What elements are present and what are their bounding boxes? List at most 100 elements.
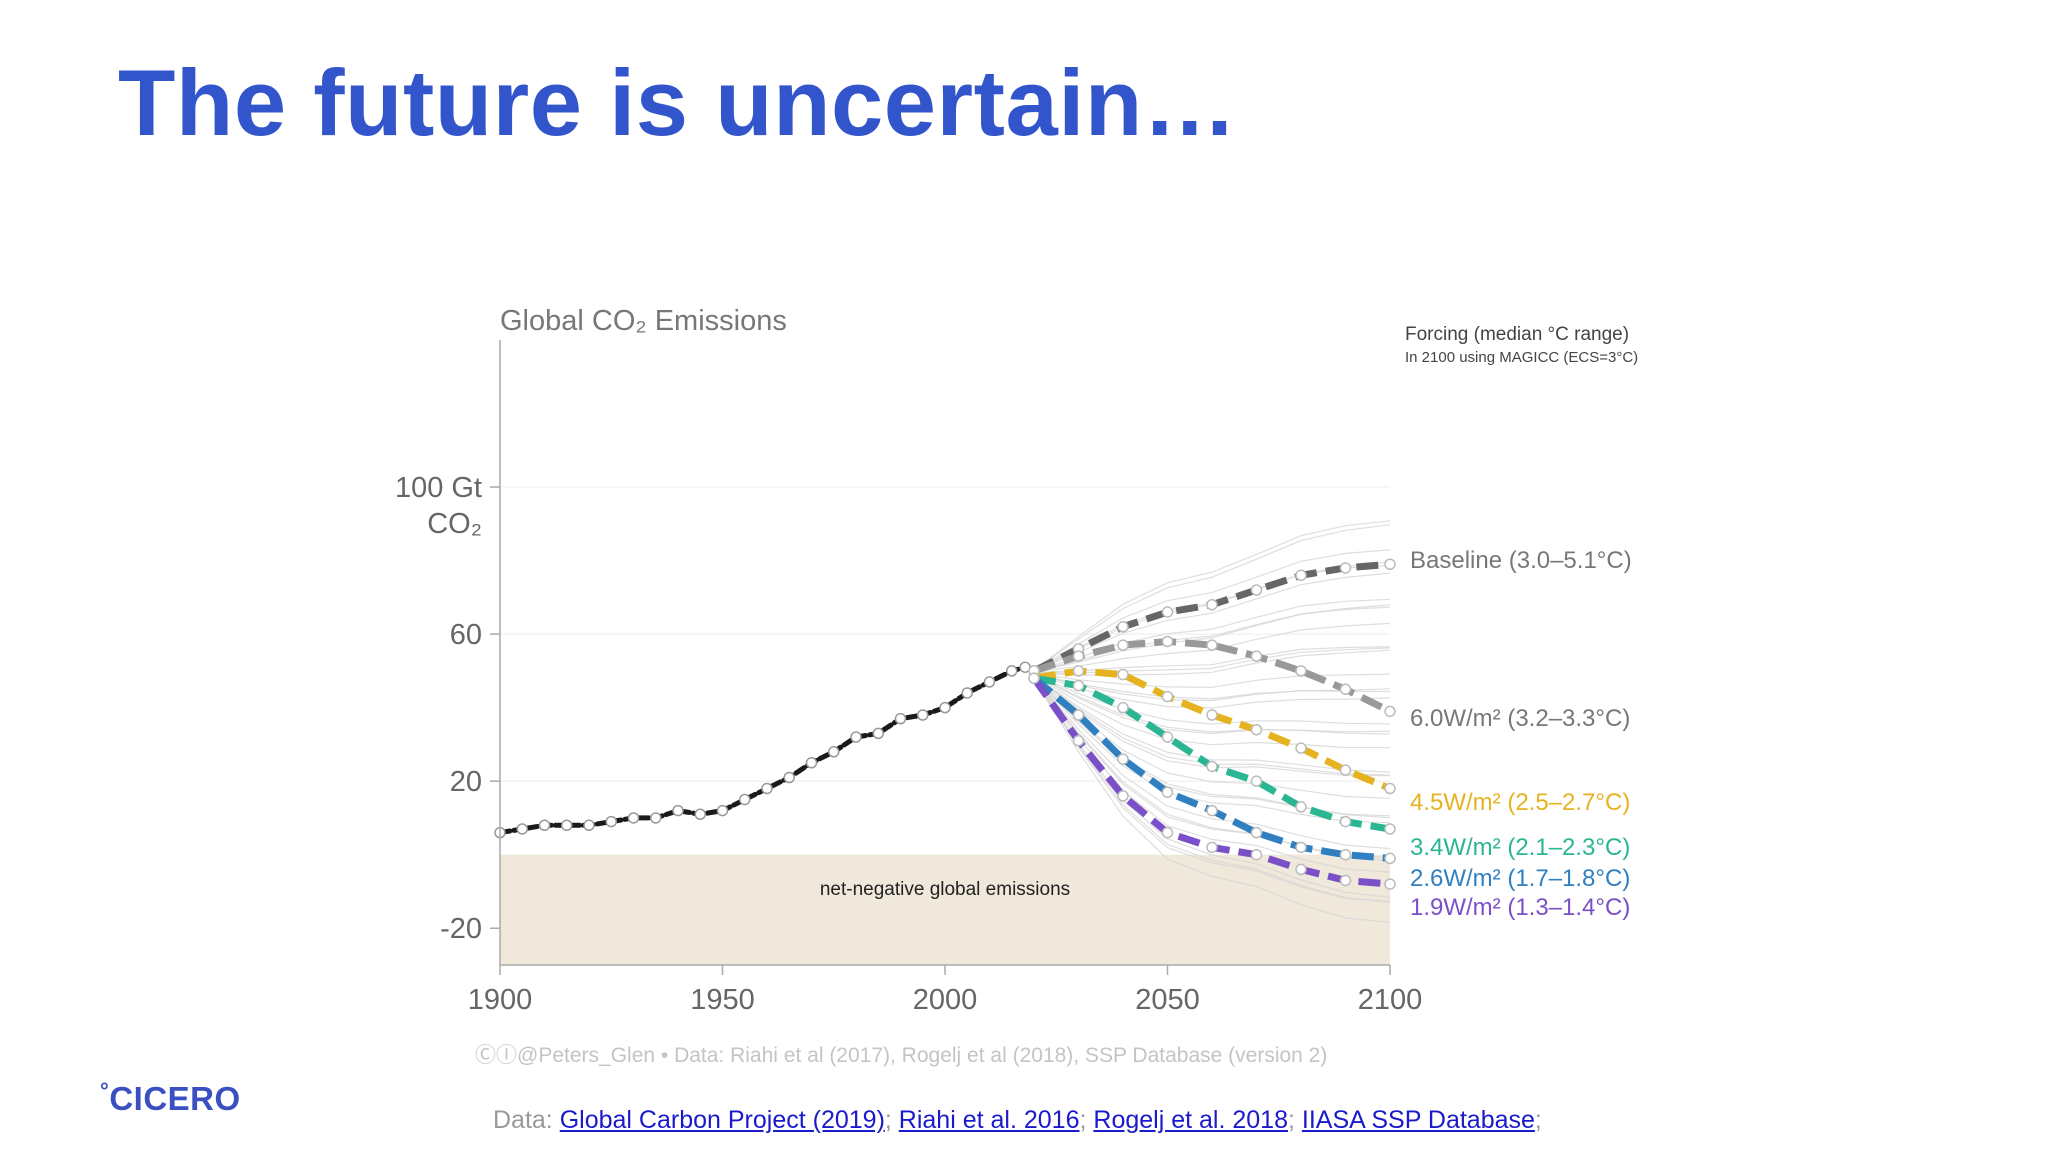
net-negative-label: net-negative global emissions — [820, 879, 1070, 900]
scenario-fan-line — [1033, 647, 1391, 674]
source-link-gcp[interactable]: Global Carbon Project (2019) — [559, 1106, 885, 1134]
source-separator: ; — [884, 1106, 892, 1134]
series-point — [1384, 852, 1396, 865]
historical-point — [805, 757, 818, 769]
series-point — [1028, 672, 1040, 684]
historical-point — [716, 804, 729, 817]
historical-point — [983, 676, 996, 688]
series-point — [1295, 863, 1307, 876]
series-point — [1117, 753, 1129, 765]
series-point — [1250, 848, 1263, 861]
y-tick-label: 20 — [450, 766, 482, 798]
series-end-label: 1.9W/m² (1.3–1.4°C) — [1410, 894, 1630, 921]
historical-point — [694, 808, 706, 821]
scenario-fan-line — [1033, 606, 1391, 673]
y-tick-label: 100 Gt — [395, 472, 482, 504]
source-link-rogelj[interactable]: Rogelj et al. 2018 — [1093, 1106, 1288, 1134]
series-point — [1117, 668, 1129, 681]
series-point — [1161, 731, 1174, 743]
historical-point — [672, 804, 684, 817]
net-negative-region — [500, 854, 1390, 965]
series-point — [1295, 569, 1307, 582]
y-tick-label: -20 — [440, 913, 482, 945]
scenario-fan-line — [1033, 673, 1391, 725]
y-tick-label: 60 — [450, 619, 482, 651]
scenario-fan-line — [1033, 678, 1391, 924]
series-point — [1384, 823, 1396, 835]
x-tick-label: 2050 — [1135, 984, 1200, 1016]
series-point — [1339, 848, 1352, 861]
scenario-fan-line — [1033, 674, 1391, 749]
series-point — [1339, 815, 1352, 828]
slide-title: The future is uncertain… — [118, 50, 1238, 155]
series-point — [1161, 606, 1174, 618]
series-point — [1295, 841, 1307, 854]
series-point — [1206, 709, 1218, 721]
series-point — [1161, 635, 1174, 648]
logo-degree-mark: ° — [100, 1078, 110, 1103]
data-sources: Data: Global Carbon Project (2019); Riah… — [493, 1106, 1542, 1135]
series-point — [1117, 790, 1129, 802]
series-point — [1384, 782, 1396, 795]
scenario-fan-line — [1033, 674, 1391, 735]
legend-subtitle: In 2100 using MAGICC (ECS=3°C) — [1405, 349, 1638, 366]
series-point — [1384, 878, 1396, 890]
historical-point — [650, 812, 662, 824]
scenario-fan — [1033, 520, 1391, 924]
source-separator: ; — [1534, 1106, 1542, 1134]
x-tick-label: 2000 — [913, 984, 978, 1016]
series-end-label: Baseline (3.0–5.1°C) — [1410, 547, 1632, 574]
scenario-fan-line — [1033, 678, 1391, 903]
series-point — [1250, 826, 1263, 839]
historical-point — [627, 812, 640, 824]
scenario-fan-line — [1033, 649, 1391, 676]
scenario-fan-line — [1033, 524, 1391, 671]
series-point — [1072, 734, 1085, 747]
axes: 1900 1950 2000 2050 2100 100 Gt 60 20 -20 CO₂ — [395, 340, 1422, 1016]
series-point — [1250, 775, 1263, 787]
historical-point — [605, 815, 617, 828]
source-separator: ; — [1287, 1106, 1295, 1134]
historical-point — [783, 771, 795, 784]
scenario-fan-line — [1033, 676, 1391, 850]
series-point — [1295, 801, 1307, 813]
scenario-fan-line — [1033, 549, 1391, 672]
series-point — [1206, 841, 1218, 854]
series-point — [1117, 701, 1129, 714]
scenario-fan-line — [1033, 572, 1391, 672]
scenario-fan-line — [1033, 674, 1391, 735]
series-point — [1250, 650, 1263, 662]
series-point — [1072, 709, 1085, 721]
historical-point — [961, 687, 973, 699]
series-point — [1339, 562, 1352, 574]
series-point — [1161, 826, 1174, 839]
cicero-logo: °CICERO — [100, 1078, 241, 1118]
series-point — [1161, 690, 1174, 703]
historical-point — [561, 819, 573, 832]
series-point — [1295, 665, 1307, 677]
series-point — [1072, 679, 1085, 692]
historical-point — [828, 746, 840, 758]
source-link-riahi[interactable]: Riahi et al. 2016 — [898, 1106, 1080, 1134]
historical-point — [516, 823, 528, 835]
source-link-iiasa[interactable]: IIASA SSP Database — [1301, 1106, 1535, 1134]
scenario-fan-line — [1033, 675, 1391, 799]
historical-point — [850, 731, 862, 743]
scenario-fan-line — [1033, 520, 1391, 671]
historical-point — [1006, 665, 1018, 677]
historical-point — [583, 819, 595, 832]
series-end-label: 4.5W/m² (2.5–2.7°C) — [1410, 789, 1630, 816]
series-end-label: 2.6W/m² (1.7–1.8°C) — [1410, 865, 1630, 892]
logo-text: CICERO — [109, 1080, 241, 1117]
chart-credit: ⒸⒾ@Peters_Glen • Data: Riahi et al (2017… — [475, 1044, 1327, 1067]
scenario-fan-line — [1033, 678, 1391, 902]
scenario-fan-line — [1033, 674, 1391, 773]
series-point — [1250, 584, 1263, 596]
x-tick-label: 1950 — [690, 984, 755, 1016]
series-point — [1206, 760, 1218, 773]
historical-point — [739, 793, 751, 806]
x-tick-label: 2100 — [1358, 984, 1423, 1016]
series-point — [1384, 558, 1396, 571]
series-point — [1072, 665, 1085, 677]
